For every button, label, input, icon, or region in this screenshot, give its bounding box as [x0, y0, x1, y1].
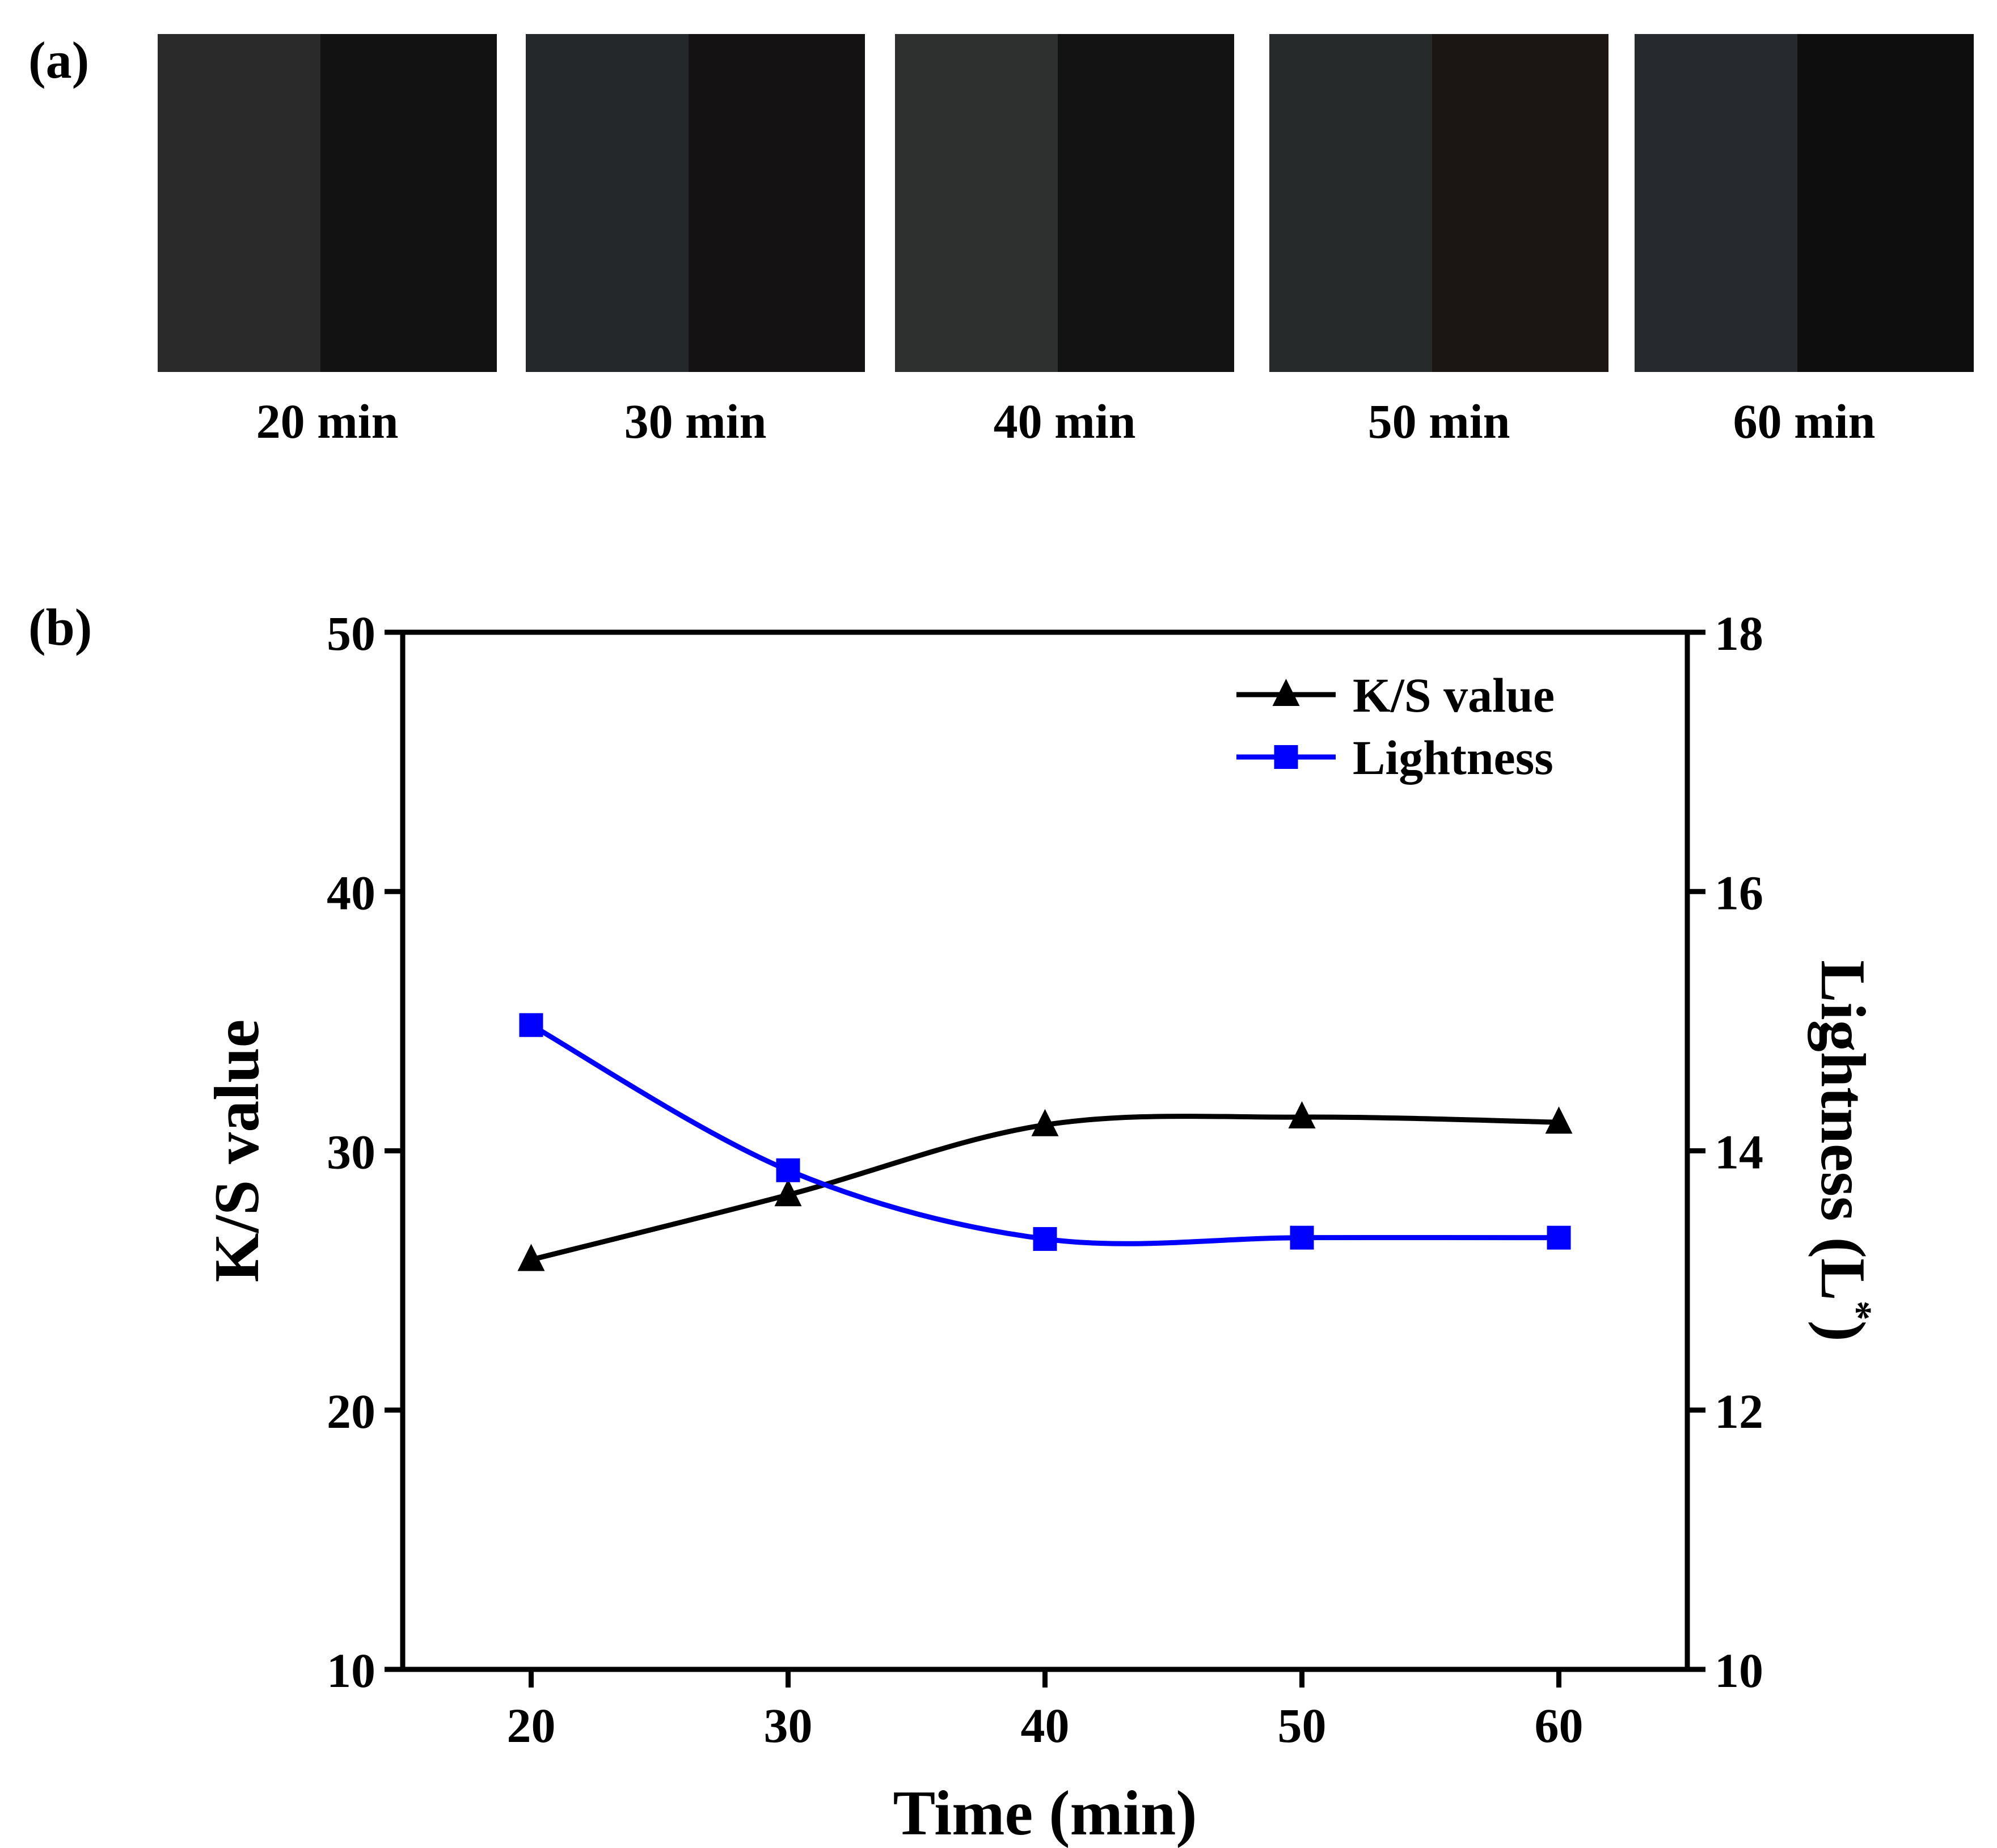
data-point [776, 1158, 800, 1182]
swatch-left-half [1635, 34, 1798, 372]
y-tick-label: 10 [327, 1643, 375, 1698]
legend-label: Lightness [1353, 730, 1553, 785]
panel-a-label: (a) [28, 31, 90, 89]
data-point [774, 1179, 802, 1207]
y2-tick-label: 18 [1715, 606, 1763, 661]
swatch-right-half [1432, 34, 1608, 372]
data-point [1545, 1106, 1573, 1134]
y-tick-label: 50 [327, 606, 375, 661]
legend-label: K/S value [1353, 668, 1555, 722]
y-tick-label: 30 [327, 1125, 375, 1179]
y2-axis-title: Lightness (L*) [1808, 960, 1879, 1342]
y-tick-label: 40 [327, 865, 375, 920]
fabric-swatch-60min [1635, 34, 1974, 372]
plot-frame [400, 629, 1690, 1672]
data-point [1033, 1227, 1057, 1251]
y2-tick-label: 12 [1715, 1384, 1763, 1439]
data-point [1547, 1225, 1571, 1250]
swatch-left-half [1269, 34, 1433, 372]
x-tick-label: 50 [1278, 1698, 1327, 1753]
x-tick-label: 40 [1021, 1698, 1070, 1753]
swatch-right-half [1797, 34, 1974, 372]
swatch-left-half [895, 34, 1058, 372]
swatch-left-half [526, 34, 689, 372]
swatch-caption: 40 min [993, 394, 1136, 449]
y2-tick-label: 16 [1715, 865, 1763, 920]
fabric-swatch-30min [526, 34, 865, 372]
x-axis-title: Time (min) [893, 1778, 1197, 1848]
x-tick-label: 30 [764, 1698, 813, 1753]
data-point [1290, 1225, 1314, 1250]
data-point [517, 1244, 545, 1271]
swatch-right-half [1058, 34, 1234, 372]
swatch-left-half [158, 34, 321, 372]
fabric-swatch-40min [895, 34, 1234, 372]
y-tick-label: 20 [327, 1384, 375, 1439]
panel-b-label: (b) [28, 598, 92, 656]
swatch-right-half [320, 34, 497, 372]
fabric-swatch-20min [158, 34, 497, 372]
data-point [519, 1013, 543, 1037]
swatch-caption: 50 min [1367, 394, 1510, 449]
x-tick-label: 20 [507, 1698, 556, 1753]
legend-marker [1272, 679, 1300, 706]
legend-marker [1274, 745, 1298, 769]
axes: 10 20 30 40 50 10 12 14 16 18 20 30 40 50 60 Time (min)… [202, 606, 1879, 1848]
swatch-caption: 30 min [624, 394, 767, 449]
series-group [517, 1013, 1573, 1271]
fabric-swatch-50min [1269, 34, 1608, 372]
y2-tick-label: 14 [1715, 1125, 1763, 1179]
swatch-caption: 20 min [256, 394, 399, 449]
legend: K/S value Lightness [1236, 668, 1555, 785]
data-point [1288, 1101, 1316, 1129]
swatch-caption: 60 min [1733, 394, 1876, 449]
y-axis-title: K/S value [202, 1020, 272, 1283]
y2-tick-label: 10 [1715, 1643, 1763, 1698]
swatch-right-half [689, 34, 865, 372]
data-point [1031, 1109, 1059, 1136]
x-tick-label: 60 [1535, 1698, 1584, 1753]
